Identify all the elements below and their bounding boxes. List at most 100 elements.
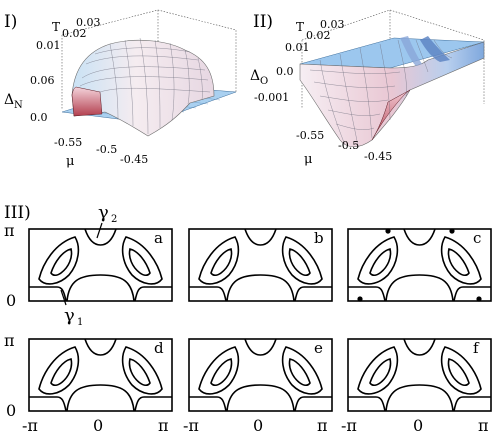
top-pocket [84, 338, 117, 356]
left-lens-inner [369, 248, 392, 277]
x-tick-pi-1: π [158, 416, 169, 435]
bottom-pocket [385, 274, 454, 302]
y-tick-zero-bottom: 0 [6, 401, 16, 420]
right-lens-inner [288, 248, 311, 277]
x-tick-minus-pi-2: -π [183, 416, 199, 435]
subpanel-letter: d [154, 339, 164, 357]
x-tick-pi-2: π [317, 416, 328, 435]
right-bottom-contour [453, 396, 491, 412]
panel-II-t-tick-2: 0.02 [306, 29, 331, 42]
subpanel-frame [28, 228, 173, 302]
left-lens-inner [50, 358, 73, 387]
y-tick-zero-top: 0 [6, 291, 16, 310]
left-lens-inner [210, 248, 233, 277]
subpanel-d: d [28, 338, 173, 412]
right-bottom-contour [294, 286, 332, 302]
right-lens-outer [121, 346, 163, 395]
panel-II-t-tick-1: 0.01 [285, 41, 310, 54]
panel-II-mu-axis-label: μ [304, 152, 312, 167]
x-tick-minus-pi-1: -π [22, 416, 38, 435]
subpanel-letter: b [314, 229, 324, 247]
panel-II-light-streak [400, 36, 422, 66]
left-bottom-contour [29, 286, 67, 302]
subpanel-frame [28, 338, 173, 412]
panel-III-label: III) [4, 203, 31, 223]
panel-II-z-tick-top: 0.0 [276, 65, 294, 78]
panel-I-mesh [79, 37, 211, 135]
panel-I-z-tick-top: 0.06 [30, 74, 55, 87]
left-bottom-contour [189, 286, 227, 302]
node-dot [357, 296, 363, 302]
top-pocket [84, 228, 117, 246]
subpanel-c: c [347, 228, 492, 302]
panel-I-mu-axis-label: μ [66, 154, 74, 169]
subpanel-e: e [188, 338, 333, 412]
panel-II-z-subscript: O [260, 76, 268, 87]
gamma-2-symbol: γ [98, 202, 109, 223]
panel-I: I) [4, 9, 237, 169]
node-dot [385, 228, 391, 234]
subpanel-a: a [28, 228, 173, 302]
node-dot [449, 228, 455, 234]
x-tick-pi-3: π [478, 416, 489, 435]
panel-II-z-tick-bottom: -0.001 [254, 91, 289, 104]
panel-I-mu-tick-2: -0.5 [96, 143, 117, 156]
panel-I-box [61, 9, 237, 110]
panel-II-mu-tick-3: -0.45 [364, 150, 392, 163]
gamma-1-symbol: γ [64, 305, 75, 326]
subpanel-letter: e [314, 339, 323, 357]
right-lens-inner [128, 358, 151, 387]
panel-I-z-symbol: Δ [4, 92, 14, 108]
panel-II-dark-streak [420, 36, 450, 62]
x-tick-zero-1: 0 [93, 416, 103, 435]
right-bottom-contour [134, 286, 172, 302]
subpanel-letter: c [473, 229, 481, 247]
right-lens-inner [128, 248, 151, 277]
y-tick-pi-top: π [4, 221, 15, 240]
panel-II-mu-tick-1: -0.55 [296, 129, 324, 142]
panel-II-label: II) [253, 12, 273, 32]
subpanel-frame [347, 338, 492, 412]
right-lens-outer [121, 236, 163, 285]
left-lens-inner [210, 358, 233, 387]
bottom-pocket [226, 274, 295, 302]
panel-III: III) γ 2 γ 1 π 0 π 0 -π 0 π -π 0 π -π 0 … [4, 202, 492, 435]
right-bottom-contour [294, 396, 332, 412]
right-lens-outer [281, 236, 323, 285]
bottom-pocket [66, 274, 135, 302]
panel-II-front-face [371, 89, 411, 141]
gamma-1-subscript: 1 [77, 317, 83, 328]
node-dot [476, 296, 482, 302]
subpanel-frame [188, 338, 333, 412]
left-bottom-contour [189, 396, 227, 412]
panel-II-mesh [309, 39, 453, 147]
gamma-2-pointer [96, 222, 103, 239]
panel-I-t-tick-1: 0.01 [36, 39, 61, 52]
left-lens-inner [50, 248, 73, 277]
right-bottom-contour [453, 286, 491, 302]
left-lens-outer [357, 236, 399, 285]
panel-II-t-axis-label: T [296, 20, 304, 34]
left-bottom-contour [348, 286, 386, 302]
subpanel-b: b [188, 228, 333, 302]
right-lens-inner [447, 358, 470, 387]
left-bottom-contour [29, 396, 67, 412]
left-lens-outer [357, 346, 399, 395]
gamma-1-pointer [60, 289, 67, 306]
top-pocket [244, 228, 277, 246]
x-tick-zero-3: 0 [413, 416, 423, 435]
top-pocket [244, 338, 277, 356]
panel-I-front-face [71, 86, 103, 117]
panel-II-t-tick-3: 0.03 [320, 18, 345, 31]
panel-I-surface [71, 39, 215, 137]
panel-I-mu-tick-1: -0.55 [54, 136, 82, 149]
gamma-2-subscript: 2 [111, 214, 117, 225]
y-tick-pi-bottom: π [4, 331, 15, 350]
panel-II: II) T 0.03 0. [250, 9, 485, 167]
panel-I-z-tick-bottom: 0.0 [30, 111, 48, 124]
right-lens-outer [440, 346, 482, 395]
left-lens-inner [369, 358, 392, 387]
subpanel-letter: a [154, 229, 163, 247]
